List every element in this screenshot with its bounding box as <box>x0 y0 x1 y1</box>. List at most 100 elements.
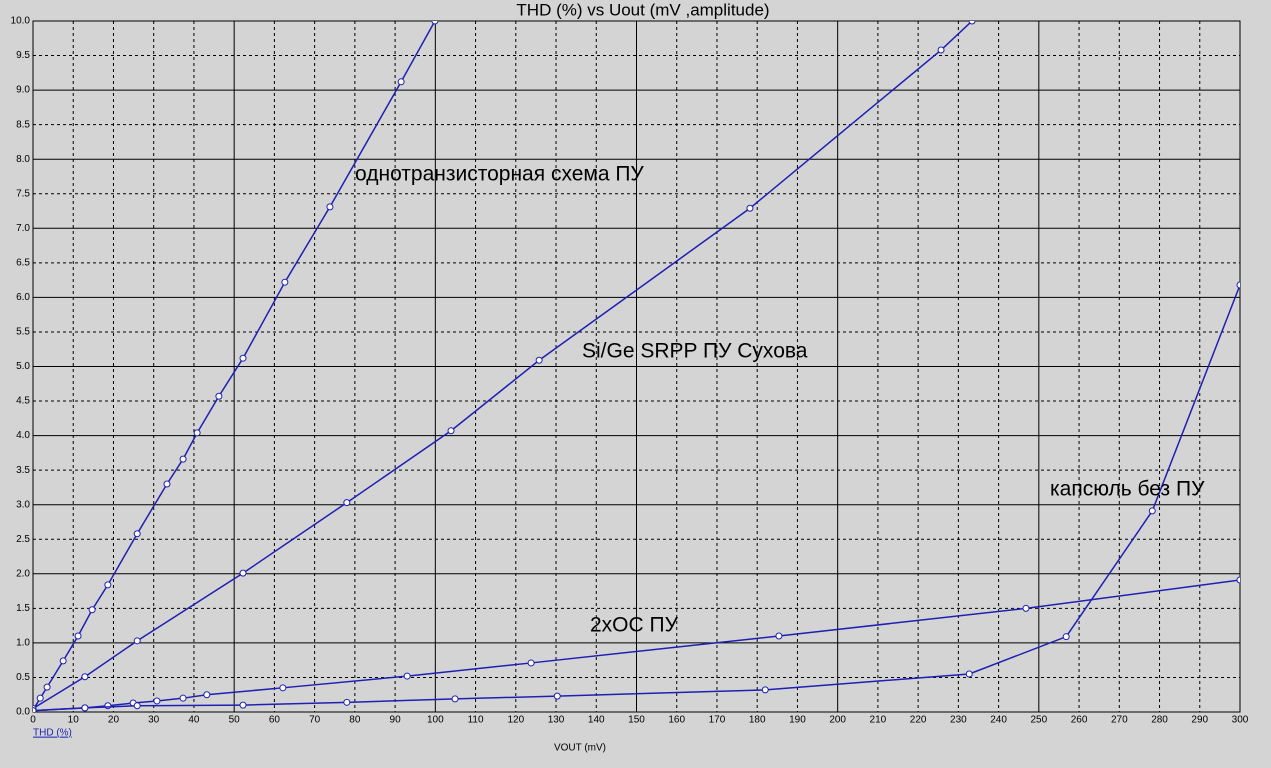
x-tick-label: 130 <box>548 715 565 726</box>
y-axis-label[interactable]: THD (%) <box>33 728 72 739</box>
x-tick-label: 270 <box>1111 715 1128 726</box>
x-tick-label: 80 <box>349 715 361 726</box>
data-point <box>179 694 187 702</box>
x-tick-label: 90 <box>390 715 402 726</box>
x-tick-label: 210 <box>870 715 887 726</box>
data-point <box>239 354 247 362</box>
y-tick-label: 1.0 <box>16 638 30 649</box>
y-tick-label: 3.5 <box>16 465 30 476</box>
data-point <box>1236 281 1240 289</box>
data-point <box>535 356 543 364</box>
y-tick-label: 9.5 <box>16 50 30 61</box>
x-tick-label: 150 <box>628 715 645 726</box>
data-point <box>133 530 141 538</box>
y-tick-label: 8.5 <box>16 119 30 130</box>
y-tick-label: 5.5 <box>16 327 30 338</box>
x-tick-label: 30 <box>148 715 160 726</box>
data-point <box>937 46 945 54</box>
y-tick-label: 8.0 <box>16 154 30 165</box>
y-tick-label: 10.0 <box>11 16 31 27</box>
data-point <box>326 203 334 211</box>
x-tick-label: 70 <box>309 715 321 726</box>
y-tick-label: 5.0 <box>16 361 30 372</box>
data-point <box>179 455 187 463</box>
x-tick-label: 110 <box>468 715 484 726</box>
x-tick-label: 260 <box>1071 715 1088 726</box>
chart-title: THD (%) vs Uout (mV ,amplitude) <box>516 0 769 19</box>
plot-area <box>33 21 1240 712</box>
data-point <box>104 702 112 710</box>
x-tick-label: 200 <box>829 715 846 726</box>
x-tick-label: 140 <box>588 715 605 726</box>
data-point <box>343 698 351 706</box>
x-tick-label: 220 <box>910 715 927 726</box>
data-point <box>527 659 535 667</box>
data-point <box>447 427 455 435</box>
data-point <box>403 672 411 680</box>
series-line <box>33 284 1240 712</box>
x-tick-label: 0 <box>30 715 36 726</box>
data-point <box>761 686 769 694</box>
data-point <box>104 581 112 589</box>
y-tick-label: 2.0 <box>16 568 30 579</box>
y-tick-label: 0.0 <box>16 707 30 718</box>
data-point <box>431 21 439 25</box>
x-tick-label: 290 <box>1191 715 1208 726</box>
y-tick-label: 6.0 <box>16 292 30 303</box>
data-point <box>343 499 351 507</box>
data-point <box>59 657 67 665</box>
data-point <box>153 697 161 705</box>
x-tick-label: 120 <box>507 715 524 726</box>
x-tick-label: 230 <box>950 715 967 726</box>
y-tick-label: 4.0 <box>16 430 30 441</box>
x-tick-label: 50 <box>229 715 241 726</box>
x-tick-label: 240 <box>990 715 1007 726</box>
data-point <box>74 632 82 640</box>
x-tick-label: 160 <box>668 715 685 726</box>
y-tick-label: 9.0 <box>16 85 30 96</box>
x-tick-label: 20 <box>108 715 120 726</box>
data-point <box>133 637 141 645</box>
series-annotation: капсюль без ПУ <box>1050 478 1205 501</box>
x-tick-label: 190 <box>789 715 806 726</box>
y-tick-label: 7.5 <box>16 188 30 199</box>
x-tick-label: 180 <box>749 715 766 726</box>
series-line <box>33 21 973 710</box>
data-point <box>33 707 37 712</box>
data-point <box>81 704 89 712</box>
data-point <box>968 21 976 25</box>
y-tick-label: 6.5 <box>16 257 30 268</box>
data-point <box>1148 507 1156 515</box>
data-point <box>193 429 201 437</box>
x-tick-label: 250 <box>1030 715 1047 726</box>
y-tick-label: 0.5 <box>16 672 30 683</box>
data-point <box>279 684 287 692</box>
grid <box>32 20 1241 713</box>
x-tick-label: 170 <box>709 715 726 726</box>
x-tick-label: 40 <box>188 715 200 726</box>
data-point <box>1022 604 1030 612</box>
data-point <box>81 673 89 681</box>
data-point <box>239 701 247 709</box>
data-point <box>397 78 405 86</box>
series-annotation: Si/Ge SRPP ПУ Сухова <box>582 340 808 363</box>
x-tick-label: 10 <box>68 715 80 726</box>
data-point <box>36 694 44 702</box>
data-point <box>43 683 51 691</box>
data-point <box>1236 576 1240 584</box>
data-point <box>965 670 973 678</box>
x-tick-label: 100 <box>427 715 444 726</box>
x-tick-label: 280 <box>1151 715 1168 726</box>
data-point <box>239 569 247 577</box>
data-point <box>215 392 223 400</box>
x-axis-label: VOUT (mV) <box>554 743 606 754</box>
data-point <box>451 695 459 703</box>
y-tick-label: 7.0 <box>16 223 30 234</box>
y-tick-label: 2.5 <box>16 534 30 545</box>
plot-frame <box>32 20 1241 713</box>
data-point <box>281 278 289 286</box>
y-tick-label: 4.5 <box>16 396 30 407</box>
series-annotation: 2xOC ПУ <box>590 614 679 637</box>
